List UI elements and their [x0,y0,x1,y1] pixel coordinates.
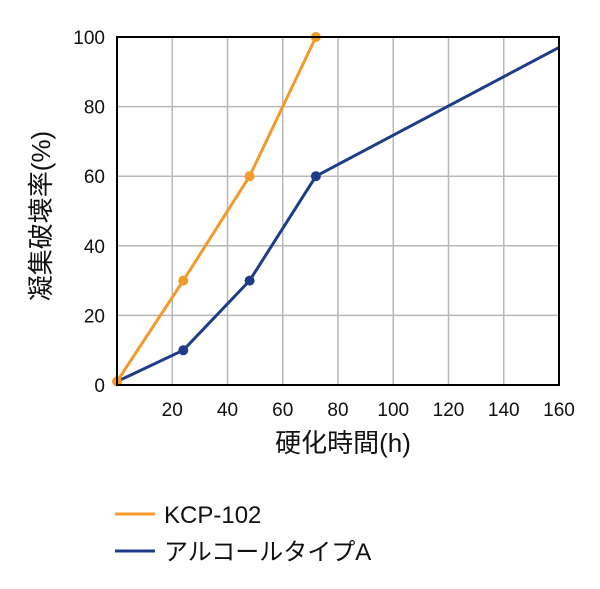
y-tick-label: 80 [84,98,105,119]
x-axis-title: 硬化時間(h) [275,428,411,458]
series-2-point [310,171,321,182]
x-tick-label: 60 [272,400,293,421]
series-1-point [244,171,255,182]
x-tick-label: 160 [543,400,575,421]
y-tick-label: 0 [94,376,105,397]
plot-frame [116,36,560,386]
x-tick-label: 80 [327,400,348,421]
x-tick-label: 120 [433,400,465,421]
legend: KCP-102 アルコールタイプA [115,502,371,566]
x-tick-label: 40 [217,400,238,421]
series-1-point [178,275,189,286]
series-2-point [244,275,255,286]
y-tick-label: 60 [84,167,105,188]
x-tick-labels: 20 40 60 80 100 120 140 160 [162,400,575,421]
y-axis-title: 凝集破壊率(%) [26,131,56,301]
x-tick-label: 140 [488,400,520,421]
series-2-point [178,345,189,356]
x-tick-label: 100 [377,400,409,421]
y-tick-label: 40 [84,237,105,258]
series-markers [112,32,321,387]
legend-label-2: アルコールタイプA [164,539,371,566]
x-tick-label: 20 [162,400,183,421]
grid [117,37,559,385]
series-line-1 [115,36,318,383]
y-tick-labels: 0 20 40 60 80 100 [73,28,105,397]
y-tick-label: 100 [73,28,105,49]
legend-label-1: KCP-102 [164,502,261,529]
y-tick-label: 20 [84,306,105,327]
